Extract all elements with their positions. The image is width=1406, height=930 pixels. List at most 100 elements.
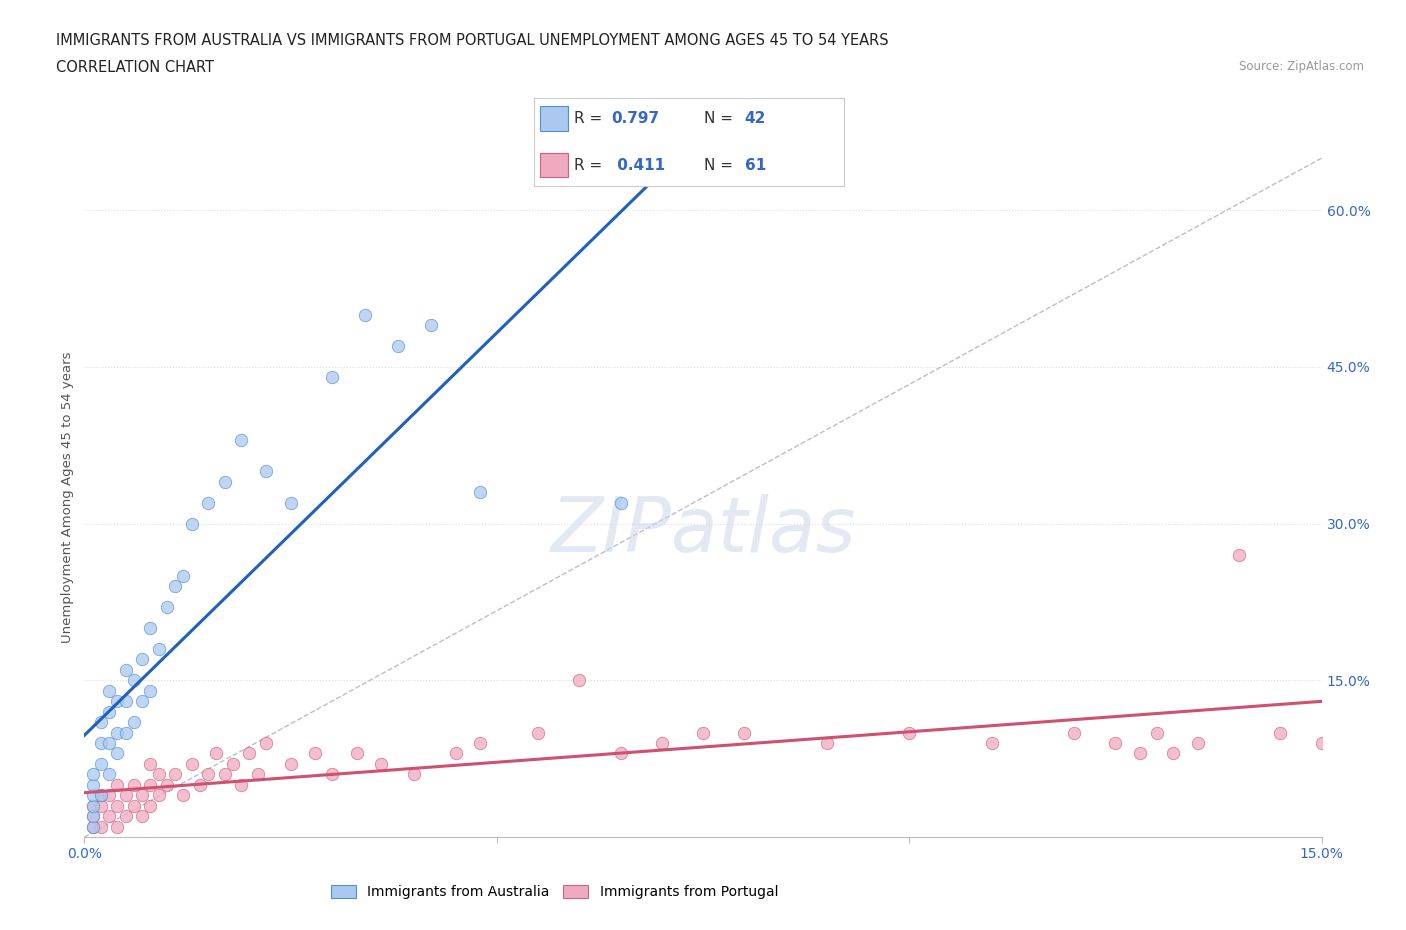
Point: [139, 777, 162, 792]
Point: [609, 746, 631, 761]
Point: [1161, 746, 1184, 761]
Point: [148, 642, 170, 657]
Point: [609, 496, 631, 511]
Point: [444, 746, 467, 761]
Point: [1146, 725, 1168, 740]
Point: [353, 307, 375, 322]
Point: [98, 788, 121, 803]
Point: [180, 516, 202, 531]
Point: [105, 746, 128, 761]
Point: [122, 798, 145, 813]
Point: [122, 777, 145, 792]
Point: [139, 756, 162, 771]
Point: [105, 694, 128, 709]
Point: [139, 620, 162, 635]
Point: [90, 798, 112, 813]
Point: [90, 788, 112, 803]
Point: [205, 746, 228, 761]
Point: [197, 767, 219, 782]
Point: [568, 673, 591, 688]
Point: [114, 788, 136, 803]
Point: [82, 788, 104, 803]
Point: [98, 704, 121, 719]
Point: [1104, 736, 1126, 751]
Point: [105, 777, 128, 792]
Point: [214, 767, 236, 782]
Point: [98, 767, 121, 782]
Point: [188, 777, 211, 792]
Point: [82, 809, 104, 824]
Text: IMMIGRANTS FROM AUSTRALIA VS IMMIGRANTS FROM PORTUGAL UNEMPLOYMENT AMONG AGES 45: IMMIGRANTS FROM AUSTRALIA VS IMMIGRANTS …: [56, 33, 889, 47]
Point: [733, 725, 755, 740]
Point: [131, 652, 153, 667]
Text: 61: 61: [745, 158, 766, 173]
Point: [98, 684, 121, 698]
Text: 0.411: 0.411: [612, 158, 665, 173]
Point: [90, 788, 112, 803]
Point: [692, 725, 714, 740]
Point: [280, 496, 302, 511]
Point: [90, 736, 112, 751]
Point: [131, 788, 153, 803]
Point: [165, 578, 187, 593]
Point: [82, 819, 104, 834]
Point: [254, 464, 277, 479]
Text: Source: ZipAtlas.com: Source: ZipAtlas.com: [1239, 60, 1364, 73]
Point: [114, 662, 136, 677]
Point: [114, 725, 136, 740]
Point: [90, 819, 112, 834]
FancyBboxPatch shape: [540, 153, 568, 177]
Point: [1227, 548, 1250, 563]
Point: [105, 725, 128, 740]
Text: ZIPatlas: ZIPatlas: [550, 495, 856, 568]
Point: [304, 746, 326, 761]
Point: [214, 474, 236, 489]
Point: [321, 767, 343, 782]
Point: [246, 767, 269, 782]
Point: [139, 684, 162, 698]
Text: N =: N =: [704, 158, 738, 173]
Point: [470, 736, 492, 751]
Point: [980, 736, 1002, 751]
Point: [387, 339, 409, 353]
Text: N =: N =: [704, 112, 738, 126]
Point: [105, 798, 128, 813]
Point: [82, 767, 104, 782]
Point: [815, 736, 838, 751]
Point: [82, 798, 104, 813]
Point: [346, 746, 368, 761]
Point: [1310, 736, 1333, 751]
Point: [238, 746, 260, 761]
Point: [370, 756, 392, 771]
Point: [156, 600, 179, 615]
Point: [197, 496, 219, 511]
Point: [156, 777, 179, 792]
Point: [122, 673, 145, 688]
Point: [90, 756, 112, 771]
Point: [229, 777, 252, 792]
Point: [321, 370, 343, 385]
Point: [122, 714, 145, 729]
Point: [82, 819, 104, 834]
Text: 0.797: 0.797: [612, 112, 659, 126]
Point: [1270, 725, 1292, 740]
Point: [165, 767, 187, 782]
Point: [139, 798, 162, 813]
Point: [172, 788, 194, 803]
Point: [82, 777, 104, 792]
Point: [82, 798, 104, 813]
Point: [470, 485, 492, 499]
Point: [254, 736, 277, 751]
Point: [651, 736, 673, 751]
Point: [90, 714, 112, 729]
Text: 42: 42: [745, 112, 766, 126]
Point: [131, 809, 153, 824]
Text: R =: R =: [575, 112, 607, 126]
Point: [114, 809, 136, 824]
Y-axis label: Unemployment Among Ages 45 to 54 years: Unemployment Among Ages 45 to 54 years: [60, 352, 75, 644]
Point: [1187, 736, 1209, 751]
Point: [1063, 725, 1085, 740]
Point: [82, 809, 104, 824]
Text: R =: R =: [575, 158, 607, 173]
Point: [98, 809, 121, 824]
